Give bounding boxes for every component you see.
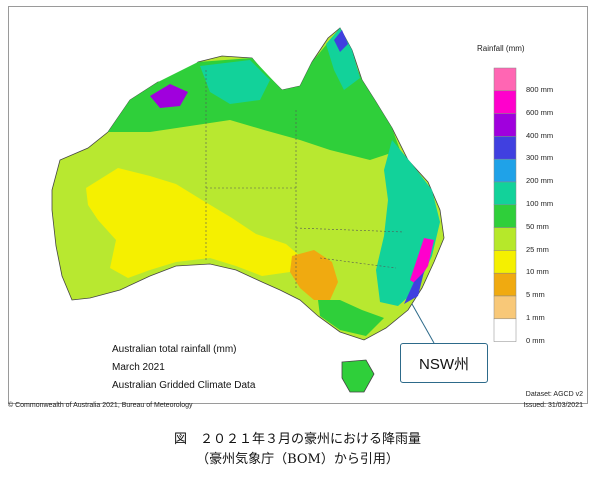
dry-zone-west bbox=[86, 168, 300, 278]
legend-label: 0 mm bbox=[526, 335, 545, 345]
legend-swatch bbox=[493, 67, 517, 92]
legend-swatch bbox=[493, 181, 517, 206]
callout-leader-line bbox=[411, 303, 435, 344]
legend-label: 400 mm bbox=[526, 130, 554, 140]
legend-swatch bbox=[493, 136, 517, 160]
legend-swatch bbox=[493, 113, 517, 137]
legend-colorbar bbox=[493, 67, 517, 342]
legend-label: 25 mm bbox=[526, 244, 549, 254]
legend-label: 50 mm bbox=[526, 221, 549, 231]
cape-york-zone bbox=[326, 28, 360, 90]
nsw-coast-very-high-rain bbox=[410, 238, 434, 284]
map-title-line3: Australian Gridded Climate Data bbox=[112, 380, 256, 391]
state-borders bbox=[205, 70, 405, 290]
east-coast-wet-zone bbox=[376, 140, 440, 306]
map-title-line2: March 2021 bbox=[112, 362, 165, 373]
cape-york-high-rain bbox=[334, 30, 348, 52]
legend-label: 600 mm bbox=[526, 107, 554, 117]
legend-label: 100 mm bbox=[526, 199, 554, 208]
legend-label: 200 mm bbox=[526, 176, 554, 186]
dataset-label: Dataset: AGCD v2 bbox=[525, 391, 583, 398]
legend-swatch bbox=[493, 90, 517, 114]
legend-swatch bbox=[493, 158, 517, 183]
nsw-callout: NSW州 bbox=[400, 343, 488, 383]
tasmania bbox=[341, 359, 375, 393]
kimberley-high-rain bbox=[150, 84, 188, 108]
dry-zone-south bbox=[290, 250, 338, 300]
nsw-coast-high-rain bbox=[404, 272, 424, 304]
legend-title: Rainfall (mm) bbox=[477, 44, 525, 53]
legend-label: 5 mm bbox=[526, 290, 545, 300]
issued-date: Issued: 31/03/2021 bbox=[523, 402, 583, 409]
figure-caption-line1: 図 ２０２１年３月の豪州における降雨量 bbox=[173, 432, 421, 447]
legend-swatch bbox=[493, 318, 517, 342]
legend-swatch bbox=[493, 295, 517, 320]
victoria-zone bbox=[318, 300, 384, 336]
legend-label: 1 mm bbox=[526, 313, 545, 322]
legend-swatch bbox=[493, 227, 517, 251]
figure-caption-line2: （豪州気象庁（BOM）から引用） bbox=[196, 452, 399, 467]
legend-swatch bbox=[493, 250, 517, 274]
legend-label: 800 mm bbox=[526, 85, 554, 94]
copyright-text: © Commonwealth of Australia 2021, Bureau… bbox=[8, 402, 193, 409]
legend-label: 300 mm bbox=[526, 153, 554, 163]
legend-swatch bbox=[493, 204, 517, 228]
top-end-zone bbox=[200, 60, 270, 104]
legend-label: 10 mm bbox=[526, 267, 549, 277]
legend-swatch bbox=[493, 272, 517, 297]
map-title-line1: Australian total rainfall (mm) bbox=[112, 344, 237, 355]
